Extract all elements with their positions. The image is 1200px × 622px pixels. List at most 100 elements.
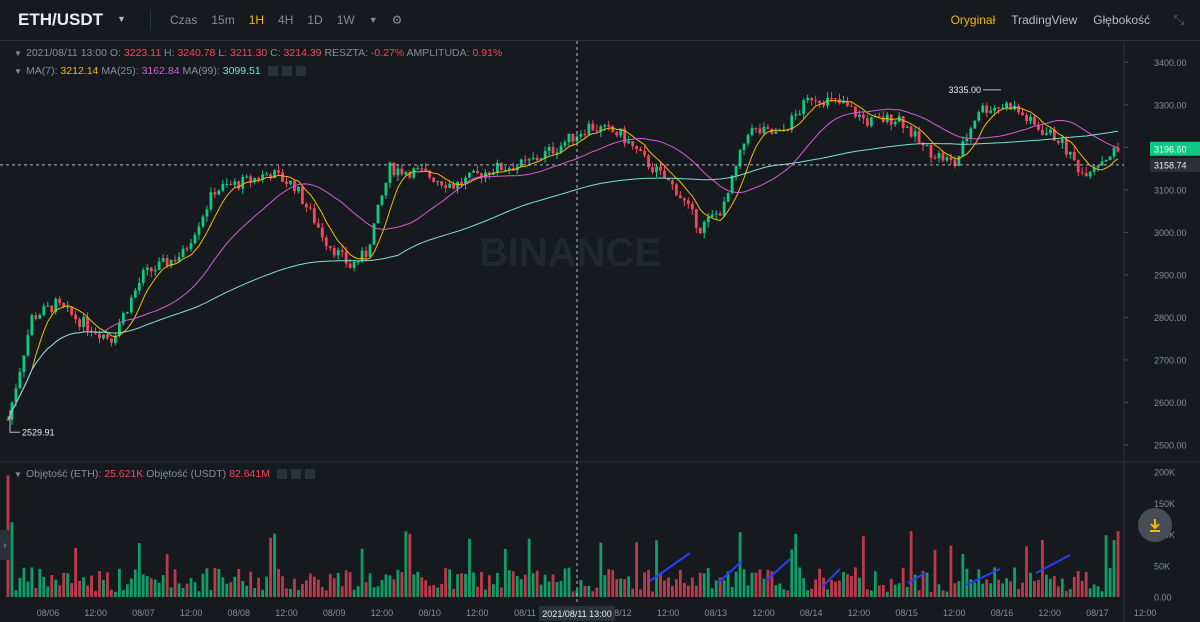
interval-1h[interactable]: 1H (248, 13, 265, 27)
volume-bar (659, 572, 662, 597)
volume-bar (499, 587, 503, 597)
volume-bar (941, 590, 945, 597)
volume-toggle-icon[interactable]: ▼ (14, 470, 22, 479)
more-intervals-icon[interactable]: ▼ (368, 15, 378, 25)
time-tick-label: 08/08 (228, 608, 251, 618)
candle-body (611, 126, 615, 133)
candle-body (364, 250, 368, 257)
side-expand-button[interactable]: › (0, 530, 10, 560)
volume-bar (42, 576, 46, 597)
volume-bar (352, 589, 356, 597)
candle-body (706, 217, 710, 223)
interval-1w[interactable]: 1W (336, 13, 355, 27)
volume-bar (257, 577, 261, 597)
legend-toggle-icon[interactable]: ▼ (14, 49, 22, 58)
interval-time[interactable]: Czas (170, 13, 198, 27)
volume-bar (909, 531, 913, 597)
annotation-stroke (907, 572, 926, 584)
pair-title[interactable]: ETH/USDT (18, 10, 103, 29)
candle-body (865, 118, 869, 126)
download-icon (1150, 519, 1160, 532)
volume-bar (750, 572, 754, 597)
volume-bar (54, 579, 58, 597)
candle-body (499, 162, 503, 171)
candle-body (304, 203, 308, 208)
view-original[interactable]: Oryginał (950, 13, 996, 27)
volume-bar (897, 583, 901, 597)
candle-body (698, 227, 702, 234)
candle-body (941, 153, 945, 161)
volume-bar (567, 567, 571, 597)
volume-bar (623, 579, 627, 597)
pair-dropdown-icon[interactable]: ▼ (117, 14, 126, 24)
candle-body (547, 147, 551, 152)
candle-body (877, 115, 881, 117)
volume-bar (901, 567, 905, 597)
volume-bar (221, 577, 225, 597)
candle-body (643, 150, 646, 156)
volume-bar (595, 587, 599, 597)
volume-bar (233, 576, 237, 597)
collapse-icon[interactable]: ⤡ (1173, 12, 1184, 27)
volume-close-icon[interactable] (304, 469, 315, 480)
time-axis: 08/06 12:00 08/07 12:00 08/08 12:00 08/09 12:00… (37, 608, 1157, 618)
volume-bar (66, 573, 70, 597)
volume-bar (285, 588, 288, 597)
time-tick-label: 12:00 (657, 608, 680, 618)
interval-15m[interactable]: 15m (211, 13, 235, 27)
candle-body (842, 101, 845, 104)
interval-4h[interactable]: 4H (278, 13, 294, 27)
time-tick-label: 08/14 (800, 608, 823, 618)
view-tradingview[interactable]: TradingView (1011, 13, 1078, 27)
volume-bar (754, 572, 758, 597)
annotation-stroke (765, 558, 791, 582)
candle-body (818, 101, 822, 104)
volume-bar (289, 588, 292, 597)
volume-settings-icon[interactable] (290, 469, 301, 480)
ma-close-icon[interactable] (295, 66, 306, 77)
candle-body (559, 145, 563, 153)
volume-bar (74, 547, 78, 597)
volume-bar (161, 575, 165, 597)
price-tick-label: 3400.00 (1154, 58, 1187, 68)
volume-bar (858, 577, 861, 597)
candle-body (527, 159, 531, 161)
download-button[interactable] (1138, 508, 1172, 542)
volume-bar (889, 579, 893, 597)
price-tick-label: 2500.00 (1154, 440, 1187, 450)
candle-body (66, 306, 70, 308)
candle-body (774, 131, 778, 134)
candle-body (1108, 156, 1112, 161)
ma-visibility-icon[interactable] (267, 66, 278, 77)
volume-bar (993, 567, 997, 597)
volume-bar (1092, 584, 1096, 597)
candle-body (245, 176, 249, 178)
time-tick-label: 12:00 (943, 608, 966, 618)
interval-1d[interactable]: 1D (307, 13, 323, 27)
candle-body (197, 226, 201, 235)
candle-body (754, 128, 758, 130)
volume-bar (114, 591, 117, 597)
volume-bar (476, 586, 479, 597)
time-tick-label: 08/10 (418, 608, 441, 618)
ma-toggle-icon[interactable]: ▼ (14, 67, 22, 76)
ma-settings-icon[interactable] (281, 66, 292, 77)
volume-bar (273, 533, 276, 597)
volume-bar (181, 587, 185, 597)
volume-bar (945, 591, 949, 597)
candle-body (738, 149, 742, 167)
candle-body (913, 131, 917, 137)
volume-visibility-icon[interactable] (276, 469, 287, 480)
ma-legend: MA(7): 3212.14 MA(25): 3162.84 MA(99): 3… (26, 65, 306, 77)
volume-bar (985, 579, 989, 597)
candle-body (472, 170, 475, 173)
volume-bar (297, 589, 300, 597)
settings-sliders-icon[interactable]: ⚙ (391, 13, 403, 27)
price-axis: 3400.003300.003200.003100.003000.002900.… (1124, 58, 1187, 450)
volume-bar (949, 545, 953, 597)
price-chart[interactable]: BINANCE 3400.003300.003200.003100.003000… (0, 41, 1200, 622)
candle-body (468, 172, 471, 178)
volume-bar (933, 549, 937, 597)
view-depth[interactable]: Głębokość (1093, 13, 1150, 27)
candle-body (905, 126, 909, 128)
